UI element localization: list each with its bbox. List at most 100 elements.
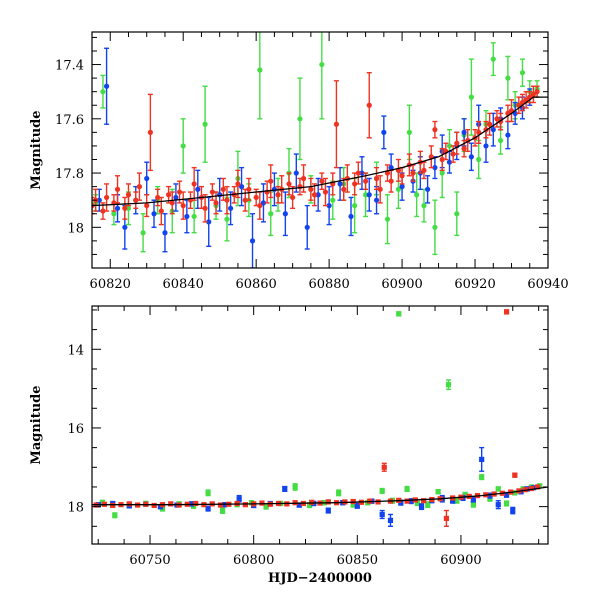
data-point bbox=[510, 506, 516, 515]
data-point bbox=[333, 80, 340, 169]
green-series bbox=[99, 311, 543, 519]
axes-frame bbox=[91, 305, 549, 545]
data-point bbox=[191, 166, 197, 201]
data-point bbox=[144, 161, 150, 196]
data-point bbox=[494, 109, 500, 128]
y-tick-label: 17.8 bbox=[55, 167, 84, 182]
x-tick-label: 60850 bbox=[337, 553, 378, 568]
data-point bbox=[326, 185, 332, 226]
y-axis-title: Magnitude bbox=[29, 110, 44, 189]
data-point bbox=[336, 489, 342, 497]
data-point bbox=[110, 502, 116, 509]
data-point bbox=[418, 503, 425, 511]
data-point bbox=[217, 502, 224, 508]
data-point bbox=[330, 172, 336, 196]
model-curve bbox=[92, 486, 548, 506]
data-point bbox=[220, 177, 226, 201]
data-point bbox=[497, 126, 504, 155]
data-point bbox=[259, 500, 265, 506]
data-point bbox=[191, 199, 197, 234]
data-point bbox=[168, 501, 174, 507]
data-point bbox=[348, 196, 354, 237]
data-point bbox=[162, 213, 168, 253]
data-point bbox=[490, 42, 496, 77]
data-point bbox=[122, 204, 128, 250]
x-tick-label: 60940 bbox=[527, 277, 568, 292]
data-point bbox=[155, 188, 161, 207]
data-point bbox=[470, 501, 476, 508]
data-point bbox=[195, 169, 201, 210]
x-tick-label: 60880 bbox=[308, 277, 349, 292]
data-point bbox=[379, 487, 385, 494]
data-point bbox=[479, 446, 485, 472]
data-point bbox=[193, 500, 199, 507]
data-point bbox=[319, 32, 325, 120]
x-tick-label: 60800 bbox=[233, 553, 274, 568]
axes-frame bbox=[91, 31, 549, 269]
data-point bbox=[290, 185, 296, 210]
data-point bbox=[337, 166, 343, 201]
data-point bbox=[103, 47, 110, 125]
data-point bbox=[503, 309, 510, 315]
data-point bbox=[315, 177, 321, 212]
data-point bbox=[355, 161, 361, 185]
data-point bbox=[490, 112, 496, 147]
top-panel: 60820 60840 60860 60880 60900 60920 60940 17.4 1… bbox=[29, 31, 569, 292]
data-point bbox=[125, 183, 132, 207]
y-tick-label: 18 bbox=[67, 221, 84, 236]
data-point bbox=[319, 172, 325, 191]
model-curve bbox=[92, 96, 548, 207]
red-series bbox=[93, 309, 541, 527]
data-point bbox=[325, 507, 331, 514]
green-series bbox=[93, 32, 540, 256]
data-point bbox=[309, 499, 315, 505]
data-point bbox=[432, 199, 438, 256]
data-point bbox=[209, 183, 215, 201]
data-point bbox=[439, 147, 445, 172]
data-point bbox=[404, 498, 410, 504]
data-point bbox=[293, 153, 299, 193]
data-point bbox=[238, 166, 245, 207]
data-point bbox=[512, 472, 518, 478]
data-point bbox=[253, 188, 259, 207]
plot-area bbox=[92, 32, 548, 268]
data-point bbox=[395, 158, 402, 182]
data-point bbox=[505, 120, 511, 150]
data-point bbox=[454, 131, 460, 155]
data-point bbox=[304, 204, 310, 250]
data-point bbox=[268, 191, 274, 237]
data-point bbox=[103, 183, 110, 212]
data-point bbox=[147, 93, 153, 172]
data-point bbox=[126, 501, 132, 507]
data-point bbox=[410, 164, 416, 182]
data-point bbox=[202, 194, 208, 223]
data-point bbox=[180, 118, 186, 174]
data-point bbox=[308, 177, 314, 201]
x-tick-label: 60750 bbox=[129, 553, 170, 568]
data-point bbox=[435, 489, 441, 495]
red-series bbox=[92, 71, 540, 226]
data-point bbox=[112, 512, 118, 519]
data-point bbox=[173, 183, 179, 212]
data-point bbox=[406, 104, 412, 161]
data-point bbox=[468, 58, 474, 136]
data-point bbox=[136, 172, 143, 201]
data-point bbox=[180, 191, 186, 220]
data-point bbox=[260, 183, 267, 223]
y-tick-label: 16 bbox=[67, 422, 84, 437]
data-point bbox=[322, 177, 329, 207]
data-point bbox=[381, 115, 387, 150]
y-tick-label: 17.4 bbox=[55, 59, 84, 74]
data-point bbox=[249, 213, 256, 268]
data-point bbox=[487, 112, 493, 136]
data-point bbox=[235, 169, 241, 199]
data-point bbox=[443, 509, 450, 527]
x-tick-label: 60900 bbox=[440, 553, 481, 568]
blue-series bbox=[95, 446, 537, 527]
data-point bbox=[169, 191, 175, 215]
data-point bbox=[366, 177, 372, 212]
x-tick-label: 60920 bbox=[454, 277, 495, 292]
data-point bbox=[311, 183, 318, 207]
data-point bbox=[242, 502, 248, 508]
data-point bbox=[445, 379, 452, 391]
